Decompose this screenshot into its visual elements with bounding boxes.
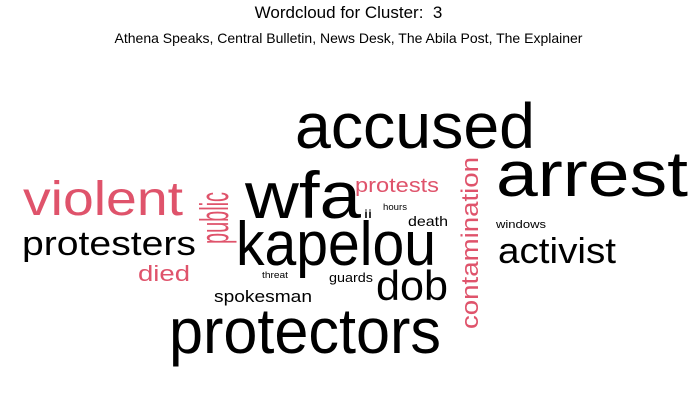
word-threat: threat [262, 270, 289, 280]
word-protectors: protectors [169, 295, 441, 367]
word-contamination: contamination [457, 157, 484, 329]
word-protests: protests [355, 175, 439, 197]
word-arrest: arrest [496, 138, 688, 210]
word-ii: ii [364, 207, 372, 221]
word-hours: hours [383, 202, 408, 212]
word-activist: activist [498, 230, 616, 271]
word-guards: guards [329, 270, 374, 285]
word-death: death [408, 213, 448, 229]
word-spokesman: spokesman [214, 287, 312, 306]
word-protesters: protesters [22, 225, 196, 263]
word-accused: accused [295, 90, 535, 162]
chart-title: Wordcloud for Cluster: 3 [254, 3, 443, 22]
word-wfa: wfa [244, 158, 361, 232]
word-windows: windows [495, 219, 547, 231]
word-kapelou: kapelou [236, 210, 436, 279]
word-died: died [138, 261, 190, 286]
word-dob: dob [376, 262, 448, 309]
chart-subtitle: Athena Speaks, Central Bulletin, News De… [114, 30, 583, 46]
word-public: public [193, 192, 237, 244]
word-violent: violent [23, 173, 183, 226]
